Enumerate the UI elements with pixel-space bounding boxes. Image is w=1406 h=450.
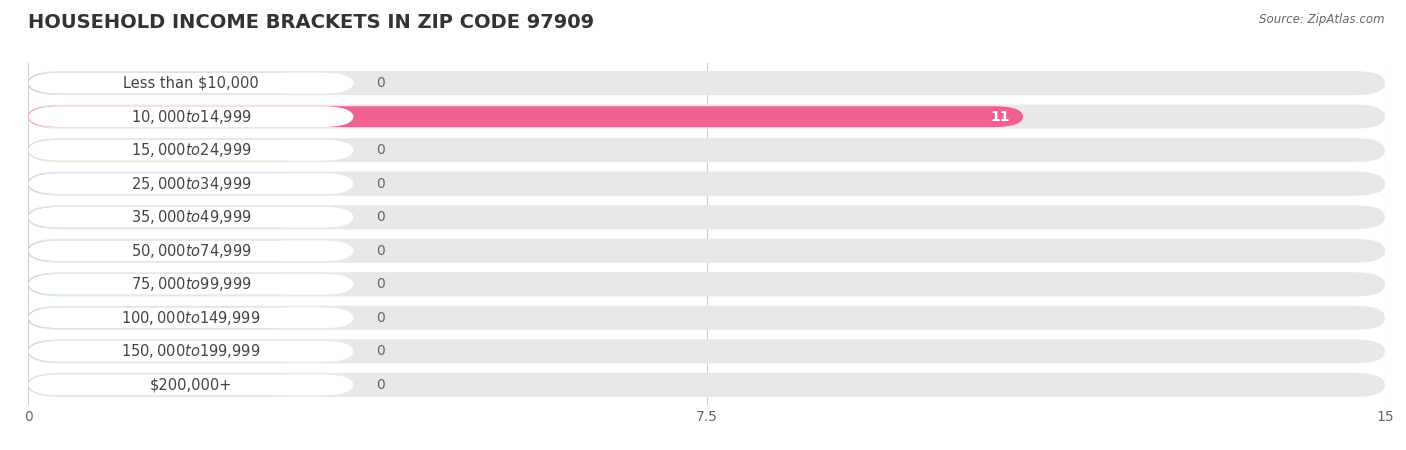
Text: $150,000 to $199,999: $150,000 to $199,999 bbox=[121, 342, 260, 360]
FancyBboxPatch shape bbox=[28, 171, 1385, 196]
FancyBboxPatch shape bbox=[28, 73, 354, 94]
FancyBboxPatch shape bbox=[28, 238, 1385, 263]
FancyBboxPatch shape bbox=[28, 106, 354, 127]
FancyBboxPatch shape bbox=[28, 73, 305, 94]
FancyBboxPatch shape bbox=[28, 138, 1385, 162]
FancyBboxPatch shape bbox=[28, 307, 305, 328]
Text: $50,000 to $74,999: $50,000 to $74,999 bbox=[131, 242, 252, 260]
FancyBboxPatch shape bbox=[28, 274, 305, 295]
Text: 0: 0 bbox=[377, 344, 385, 358]
Text: Less than $10,000: Less than $10,000 bbox=[124, 76, 259, 90]
FancyBboxPatch shape bbox=[28, 307, 354, 328]
FancyBboxPatch shape bbox=[28, 71, 1385, 95]
FancyBboxPatch shape bbox=[28, 205, 1385, 230]
Text: 11: 11 bbox=[990, 110, 1010, 124]
Text: 0: 0 bbox=[377, 177, 385, 191]
FancyBboxPatch shape bbox=[28, 272, 1385, 297]
Text: $100,000 to $149,999: $100,000 to $149,999 bbox=[121, 309, 260, 327]
FancyBboxPatch shape bbox=[28, 374, 354, 395]
Text: Source: ZipAtlas.com: Source: ZipAtlas.com bbox=[1260, 14, 1385, 27]
FancyBboxPatch shape bbox=[28, 274, 354, 295]
FancyBboxPatch shape bbox=[28, 173, 354, 194]
Text: 0: 0 bbox=[377, 378, 385, 392]
Text: $75,000 to $99,999: $75,000 to $99,999 bbox=[131, 275, 252, 293]
Text: 0: 0 bbox=[377, 244, 385, 258]
Text: 0: 0 bbox=[377, 76, 385, 90]
Text: 0: 0 bbox=[377, 143, 385, 157]
FancyBboxPatch shape bbox=[28, 374, 305, 395]
Text: $200,000+: $200,000+ bbox=[150, 378, 232, 392]
FancyBboxPatch shape bbox=[28, 140, 305, 161]
FancyBboxPatch shape bbox=[28, 240, 305, 261]
FancyBboxPatch shape bbox=[28, 207, 354, 228]
Text: 0: 0 bbox=[377, 210, 385, 224]
Text: $35,000 to $49,999: $35,000 to $49,999 bbox=[131, 208, 252, 226]
Text: $10,000 to $14,999: $10,000 to $14,999 bbox=[131, 108, 252, 126]
FancyBboxPatch shape bbox=[28, 306, 1385, 330]
FancyBboxPatch shape bbox=[28, 207, 305, 228]
Text: 0: 0 bbox=[377, 277, 385, 291]
FancyBboxPatch shape bbox=[28, 373, 1385, 397]
FancyBboxPatch shape bbox=[28, 341, 354, 362]
FancyBboxPatch shape bbox=[28, 173, 305, 194]
Text: HOUSEHOLD INCOME BRACKETS IN ZIP CODE 97909: HOUSEHOLD INCOME BRACKETS IN ZIP CODE 97… bbox=[28, 14, 595, 32]
FancyBboxPatch shape bbox=[28, 106, 1024, 127]
FancyBboxPatch shape bbox=[28, 341, 305, 362]
Text: 0: 0 bbox=[377, 311, 385, 325]
FancyBboxPatch shape bbox=[28, 140, 354, 161]
FancyBboxPatch shape bbox=[28, 339, 1385, 364]
Text: $25,000 to $34,999: $25,000 to $34,999 bbox=[131, 175, 252, 193]
FancyBboxPatch shape bbox=[28, 104, 1385, 129]
Text: $15,000 to $24,999: $15,000 to $24,999 bbox=[131, 141, 252, 159]
FancyBboxPatch shape bbox=[28, 240, 354, 261]
